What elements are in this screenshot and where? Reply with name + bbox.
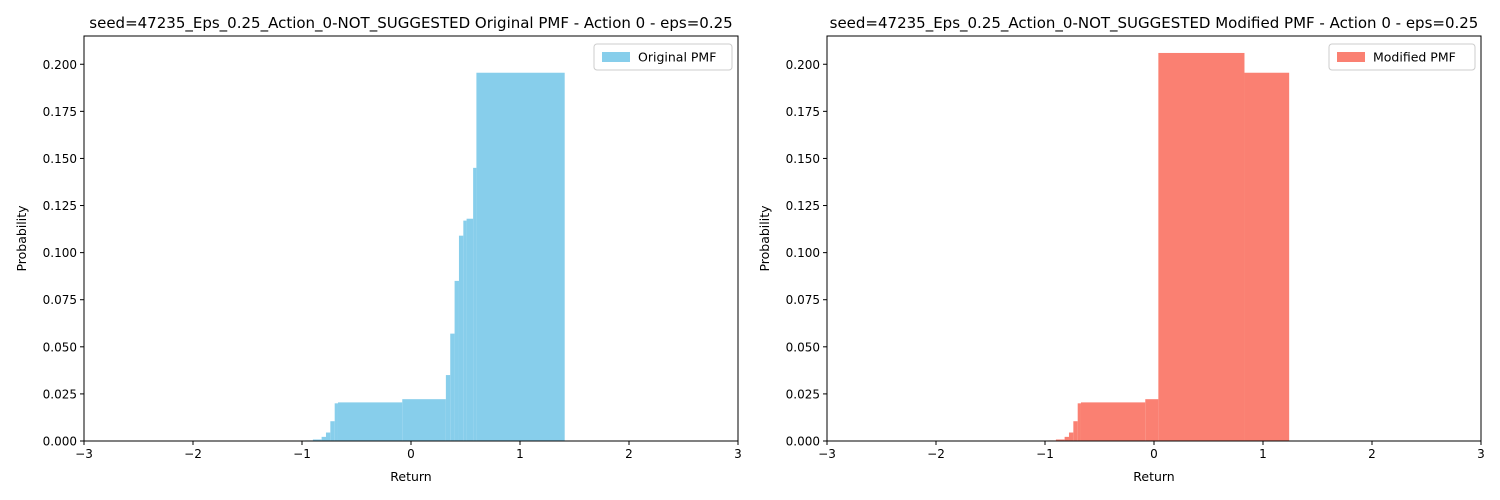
x-axis-label: Return bbox=[1133, 469, 1174, 484]
x-tick-label: 1 bbox=[1259, 447, 1267, 461]
legend-box bbox=[1328, 43, 1476, 71]
y-tick-label: 0.200 bbox=[786, 58, 820, 72]
bar-14 bbox=[466, 218, 474, 441]
bar-7 bbox=[337, 402, 403, 441]
x-tick-label: 2 bbox=[625, 447, 633, 461]
y-tick-label: 0.125 bbox=[43, 199, 77, 213]
y-tick-label: 0.100 bbox=[786, 246, 820, 260]
chart-title: seed=47235_Eps_0.25_Action_0-NOT_SUGGEST… bbox=[89, 14, 732, 33]
x-tick-label: −3 bbox=[75, 447, 93, 461]
bar-8 bbox=[402, 399, 446, 441]
x-tick-label: 3 bbox=[734, 447, 742, 461]
chart-panel-2: −3 −2 −1 0 1 2 3 0.000 0.025 0.050 0.075 0.100 0.125… bbox=[757, 14, 1485, 484]
bar-4 bbox=[325, 432, 331, 441]
y-tick-label: 0.200 bbox=[43, 58, 77, 72]
y-tick-label: 0.100 bbox=[43, 246, 77, 260]
bar-9 bbox=[445, 375, 451, 441]
x-tick-label: 1 bbox=[516, 447, 524, 461]
chart-title: seed=47235_Eps_0.25_Action_0-NOT_SUGGEST… bbox=[830, 14, 1479, 33]
bar-12 bbox=[458, 235, 464, 441]
bar-3 bbox=[1064, 436, 1069, 441]
bar-15 bbox=[473, 167, 477, 441]
bar-10 bbox=[450, 333, 455, 441]
y-tick-label: 0.000 bbox=[43, 435, 77, 449]
y-tick-label: 0.150 bbox=[43, 152, 77, 166]
legend-label: Original PMF bbox=[638, 50, 716, 65]
y-tick-label: 0.075 bbox=[786, 293, 820, 307]
x-tick-label: 2 bbox=[1368, 447, 1376, 461]
bar-2 bbox=[312, 439, 322, 441]
x-tick-label: 3 bbox=[1477, 447, 1485, 461]
plot-frame bbox=[826, 35, 1482, 442]
bar-6 bbox=[334, 403, 338, 441]
bar-13 bbox=[463, 220, 467, 441]
y-tick-label: 0.025 bbox=[786, 387, 820, 401]
bar-11 bbox=[454, 280, 459, 441]
x-tick-label: 0 bbox=[1150, 447, 1158, 461]
y-tick-label: 0.025 bbox=[43, 387, 77, 401]
y-tick-label: 0.150 bbox=[786, 152, 820, 166]
legend: Modified PMF bbox=[1328, 43, 1476, 71]
x-axis-label: Return bbox=[390, 469, 431, 484]
x-tick-label: −1 bbox=[293, 447, 311, 461]
y-axis-label: Probability bbox=[757, 205, 772, 272]
bar-3 bbox=[321, 436, 326, 441]
y-tick-label: 0.075 bbox=[43, 293, 77, 307]
bar-5 bbox=[330, 421, 335, 441]
legend: Original PMF bbox=[593, 43, 733, 71]
bar-10 bbox=[1244, 72, 1290, 442]
y-tick-label: 0.000 bbox=[786, 435, 820, 449]
y-tick-label: 0.175 bbox=[43, 105, 77, 119]
y-tick-label: 0.175 bbox=[786, 105, 820, 119]
x-tick-label: −2 bbox=[184, 447, 202, 461]
bar-9 bbox=[1158, 52, 1245, 441]
bar-2 bbox=[1055, 439, 1065, 441]
legend-label: Modified PMF bbox=[1373, 50, 1456, 65]
y-axis-label: Probability bbox=[14, 205, 29, 272]
legend-swatch bbox=[602, 52, 630, 62]
bar-7 bbox=[1080, 402, 1146, 441]
bar-5 bbox=[1073, 421, 1078, 441]
legend-swatch bbox=[1337, 52, 1365, 62]
legend-box bbox=[593, 43, 733, 71]
x-tick-label: −1 bbox=[1036, 447, 1054, 461]
bar-6 bbox=[1077, 403, 1081, 441]
bar-4 bbox=[1068, 432, 1074, 441]
x-tick-label: −3 bbox=[818, 447, 836, 461]
y-tick-label: 0.050 bbox=[43, 340, 77, 354]
chart-panel-1: −3 −2 −1 0 1 2 3 0.000 0.025 0.050 0.075 0.100 0.125… bbox=[14, 14, 742, 484]
y-tick-label: 0.050 bbox=[786, 340, 820, 354]
x-tick-label: −2 bbox=[927, 447, 945, 461]
bar-8 bbox=[1145, 399, 1159, 441]
bar-16 bbox=[476, 72, 565, 442]
y-tick-label: 0.125 bbox=[786, 199, 820, 213]
x-tick-label: 0 bbox=[407, 447, 415, 461]
plot-frame bbox=[83, 35, 739, 442]
